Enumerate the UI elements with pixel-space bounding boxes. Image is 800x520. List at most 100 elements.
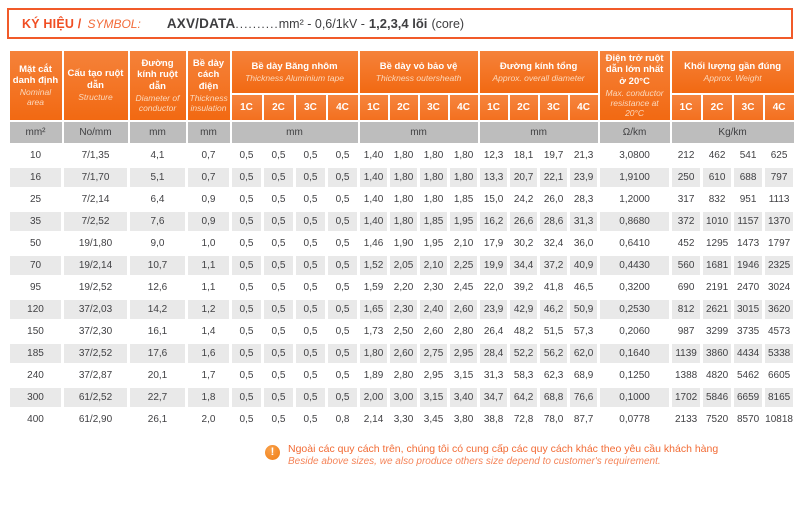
spec-cell: 0,7 <box>185 142 232 168</box>
spec-cell: 0,8680 <box>597 208 673 234</box>
spec-cell: 3,45 <box>417 406 451 432</box>
spec-cell: 0,1250 <box>597 362 673 388</box>
spec-cell: 1370 <box>762 208 797 234</box>
spec-cell: 1,95 <box>447 208 481 234</box>
subcol-weight-4c: 4C <box>762 93 796 123</box>
spec-cell: 2,80 <box>447 318 481 344</box>
spec-cell: 2,05 <box>387 252 421 278</box>
spec-table-body: 10 7/1,35 4,1 0,7 0,5 0,5 0,5 0,5 1,40 1,80 1,80 1,… <box>7 142 797 432</box>
spec-cell: 2621 <box>700 296 735 322</box>
spec-cell: 688 <box>731 164 766 190</box>
spec-cell: 0,8 <box>324 406 361 432</box>
col-header-weight: Khối lượng gần đúng Approx. Weight <box>669 48 796 96</box>
spec-cell: 0,5 <box>293 208 328 234</box>
spec-row-70: 70 19/2,14 10,7 1,1 0,5 0,5 0,5 0,5 1,52 2,05 2,10… <box>7 252 797 278</box>
spec-cell: 797 <box>762 164 797 190</box>
spec-cell: 1,8 <box>185 384 232 410</box>
spec-cell: 0,5 <box>229 186 264 212</box>
spec-cell: 7/2,52 <box>61 208 130 234</box>
spec-cell: 5462 <box>731 362 766 388</box>
spec-cell: 87,7 <box>567 406 601 432</box>
spec-cell: 1,80 <box>387 142 421 168</box>
spec-cell: 39,2 <box>507 274 541 300</box>
spec-cell: 4,1 <box>127 142 188 168</box>
spec-cell: 3024 <box>762 274 797 300</box>
spec-cell: 3620 <box>762 296 797 322</box>
spec-cell: 46,2 <box>537 296 571 322</box>
spec-cell: 58,3 <box>507 362 541 388</box>
spec-cell: 2325 <box>762 252 797 278</box>
spec-cell: 37/2,30 <box>61 318 130 344</box>
spec-cell: 0,5 <box>293 164 328 190</box>
spec-cell: 3015 <box>731 296 766 322</box>
col-header-aluminium-tape: Bề dày Băng nhôm Thickness Aluminium tap… <box>229 48 360 96</box>
unit-insulation: mm <box>185 120 232 146</box>
spec-cell: 0,6410 <box>597 230 673 256</box>
spec-cell: 31,3 <box>567 208 601 234</box>
spec-cell: 0,5 <box>229 208 264 234</box>
spec-cell: 30,2 <box>507 230 541 256</box>
spec-cell: 625 <box>762 142 797 168</box>
spec-row-25: 25 7/2,14 6,4 0,9 0,5 0,5 0,5 0,5 1,40 1,80 1,80 1,… <box>7 186 797 212</box>
spec-cell: 32,4 <box>537 230 571 256</box>
spec-cell: 1,80 <box>387 208 421 234</box>
spec-cell: 0,5 <box>293 384 328 410</box>
spec-cell: 2191 <box>700 274 735 300</box>
spec-cell: 56,2 <box>537 340 571 366</box>
spec-cell: 7,6 <box>127 208 188 234</box>
spec-cell: 0,0778 <box>597 406 673 432</box>
spec-cell: 4573 <box>762 318 797 344</box>
spec-cell: 0,5 <box>293 230 328 256</box>
spec-cell: 26,0 <box>537 186 571 212</box>
spec-cell: 0,9 <box>185 208 232 234</box>
spec-cell: 0,5 <box>261 340 296 366</box>
spec-cell: 16 <box>7 164 64 190</box>
spec-cell: 35 <box>7 208 64 234</box>
spec-cell: 1702 <box>669 384 704 410</box>
spec-cell: 0,5 <box>261 384 296 410</box>
note-text-en: Beside above sizes, we also produce othe… <box>288 456 661 468</box>
spec-cell: 2,60 <box>447 296 481 322</box>
spec-cell: 28,4 <box>477 340 511 366</box>
spec-cell: 3299 <box>700 318 735 344</box>
spec-cell: 46,5 <box>567 274 601 300</box>
spec-cell: 317 <box>669 186 704 212</box>
spec-row-400: 400 61/2,90 26,1 2,0 0,5 0,5 0,5 0,8 2,14 3,30 3,4… <box>7 406 797 432</box>
spec-cell: 2,30 <box>387 296 421 322</box>
spec-cell: 19,7 <box>537 142 571 168</box>
unit-weight: Kg/km <box>669 120 796 146</box>
spec-row-120: 120 37/2,03 14,2 1,2 0,5 0,5 0,5 0,5 1,65 2,30 2,4… <box>7 296 797 322</box>
spec-cell: 1,80 <box>417 164 451 190</box>
col-header-outersheath: Bề dày vỏ bảo vệ Thickness outersheath <box>357 48 480 96</box>
spec-cell: 0,5 <box>293 186 328 212</box>
spec-row-95: 95 19/2,52 12,6 1,1 0,5 0,5 0,5 0,5 1,59 2,20 2,30… <box>7 274 797 300</box>
spec-cell: 1,73 <box>357 318 391 344</box>
spec-cell: 3,15 <box>447 362 481 388</box>
spec-cell: 18,1 <box>507 142 541 168</box>
spec-cell: 2,60 <box>387 340 421 366</box>
spec-cell: 951 <box>731 186 766 212</box>
spec-cell: 0,5 <box>324 186 361 212</box>
spec-cell: 1,40 <box>357 164 391 190</box>
subcol-weight-3c: 3C <box>731 93 765 123</box>
spec-cell: 19,9 <box>477 252 511 278</box>
spec-cell: 0,5 <box>324 340 361 366</box>
spec-cell: 26,1 <box>127 406 188 432</box>
col-header-overall-diameter: Đường kính tổng Approx. overall diameter <box>477 48 600 96</box>
spec-cell: 36,0 <box>567 230 601 256</box>
spec-cell: 0,1000 <box>597 384 673 410</box>
spec-cell: 4434 <box>731 340 766 366</box>
cable-spec-table: Mặt cắt danh định Nominal area Cấu tạo r… <box>7 48 797 432</box>
spec-cell: 14,2 <box>127 296 188 322</box>
spec-cell: 37/2,52 <box>61 340 130 366</box>
spec-cell: 1,59 <box>357 274 391 300</box>
spec-cell: 7/1,70 <box>61 164 130 190</box>
symbol-title-bar: KÝ HIỆU / SYMBOL: AXV/DATA .......... mm… <box>7 8 793 39</box>
spec-cell: 3735 <box>731 318 766 344</box>
spec-cell: 3,40 <box>447 384 481 410</box>
spec-cell: 61/2,52 <box>61 384 130 410</box>
spec-cell: 57,3 <box>567 318 601 344</box>
spec-cell: 24,2 <box>507 186 541 212</box>
spec-cell: 2133 <box>669 406 704 432</box>
spec-cell: 1,80 <box>387 164 421 190</box>
